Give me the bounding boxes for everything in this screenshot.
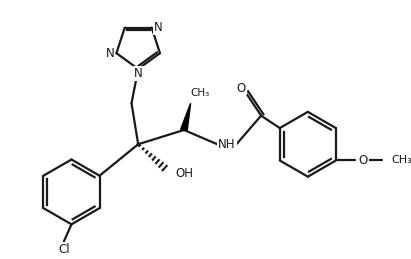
Text: CH₃: CH₃ [191,88,210,98]
Text: O: O [236,82,246,95]
Text: N: N [134,67,143,80]
Text: NH: NH [218,138,236,151]
Text: N: N [105,47,114,60]
Polygon shape [181,103,191,131]
Text: OH: OH [175,167,193,180]
Text: O: O [359,154,368,167]
Text: Cl: Cl [58,243,70,256]
Text: N: N [154,21,163,34]
Text: CH₃: CH₃ [391,155,411,166]
